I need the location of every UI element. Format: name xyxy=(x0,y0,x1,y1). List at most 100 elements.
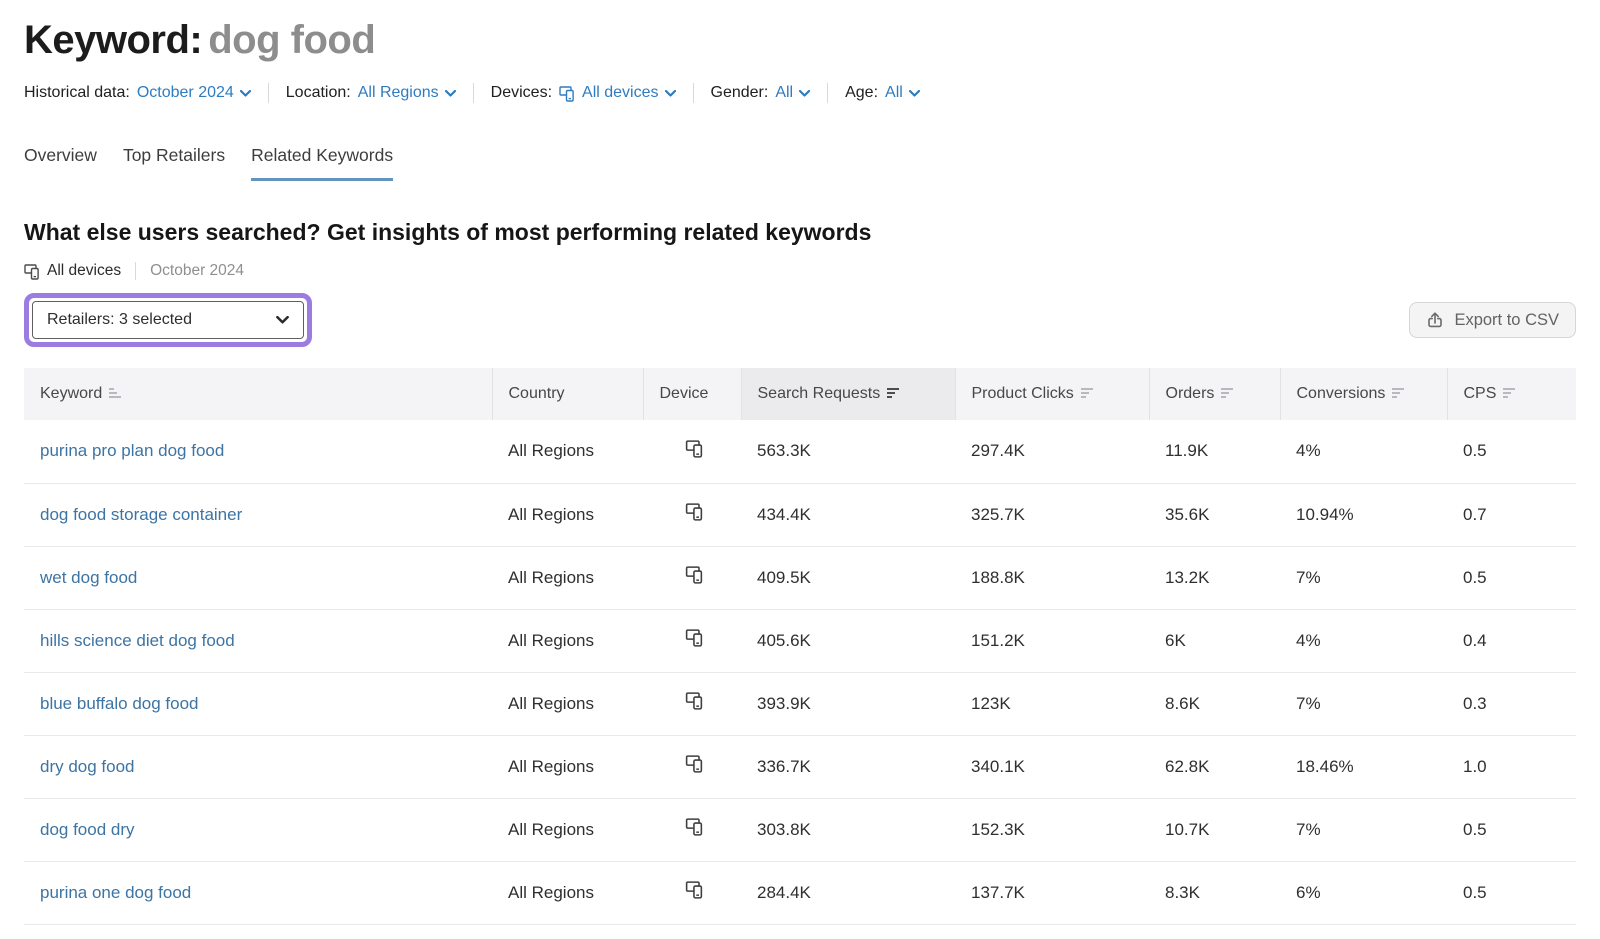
retailers-dropdown[interactable]: Retailers: 3 selected xyxy=(32,301,304,339)
cps-cell: 0.5 xyxy=(1447,546,1576,610)
devices-icon xyxy=(559,86,575,102)
column-header-conversions[interactable]: Conversions xyxy=(1280,368,1448,420)
divider xyxy=(827,83,829,103)
divider xyxy=(692,83,694,103)
device-cell xyxy=(643,546,741,610)
all-devices-icon xyxy=(685,692,704,714)
tab-related-keywords[interactable]: Related Keywords xyxy=(251,145,394,181)
conversions-cell: 7% xyxy=(1280,546,1447,610)
country-cell: All Regions xyxy=(492,672,643,736)
sort-icon xyxy=(1221,386,1234,399)
product-clicks-cell: 340.1K xyxy=(955,735,1149,799)
tab-overview[interactable]: Overview xyxy=(24,145,97,165)
page-title-keyword: dog food xyxy=(208,18,376,62)
device-cell xyxy=(643,798,741,862)
column-header-product-clicks[interactable]: Product Clicks xyxy=(955,368,1150,420)
export-to-csv-button[interactable]: Export to CSV xyxy=(1409,302,1576,338)
filter-devices-label: Devices: xyxy=(490,84,553,101)
all-devices-icon xyxy=(685,755,704,777)
all-devices-icon xyxy=(685,818,704,840)
column-header-keyword[interactable]: Keyword xyxy=(24,368,493,420)
sort-icon xyxy=(1503,386,1516,399)
filter-gender[interactable]: Gender: All xyxy=(711,84,811,102)
country-cell: All Regions xyxy=(492,861,643,925)
tab-bar: Overview Top Retailers Related Keywords xyxy=(24,145,1576,181)
table-row: dog food dry All Regions 303.8K 152.3K 1… xyxy=(24,798,1576,862)
orders-cell: 10.7K xyxy=(1149,798,1280,862)
cps-cell: 1.0 xyxy=(1447,735,1576,799)
filter-gender-label: Gender: xyxy=(710,84,769,101)
device-cell xyxy=(643,420,741,484)
orders-cell: 13.2K xyxy=(1149,546,1280,610)
orders-cell: 8.6K xyxy=(1149,672,1280,736)
conversions-cell: 7% xyxy=(1280,798,1447,862)
country-cell: All Regions xyxy=(492,609,643,673)
keyword-link[interactable]: dog food dry xyxy=(40,819,135,839)
export-icon xyxy=(1428,312,1443,328)
column-header-device: Device xyxy=(643,368,742,420)
orders-cell: 11.9K xyxy=(1149,420,1280,484)
cps-cell: 0.5 xyxy=(1447,861,1576,925)
column-header-country: Country xyxy=(492,368,644,420)
product-clicks-cell: 123K xyxy=(955,672,1149,736)
filter-location-label: Location: xyxy=(285,84,351,101)
chevron-down-icon xyxy=(799,89,811,97)
keyword-link[interactable]: hills science diet dog food xyxy=(40,630,235,650)
chevron-down-icon xyxy=(444,89,456,97)
device-cell xyxy=(643,735,741,799)
cps-cell: 0.3 xyxy=(1447,672,1576,736)
cps-cell: 0.5 xyxy=(1447,798,1576,862)
keyword-link[interactable]: purina one dog food xyxy=(40,882,192,902)
keyword-link[interactable]: wet dog food xyxy=(40,567,138,587)
table-row: wet dog food All Regions 409.5K 188.8K 1… xyxy=(24,546,1576,610)
conversions-cell: 4% xyxy=(1280,609,1447,673)
column-header-search-requests[interactable]: Search Requests xyxy=(741,368,956,420)
filter-historical-data[interactable]: Historical data: October 2024 xyxy=(24,84,251,102)
filter-devices-value: All devices xyxy=(582,84,659,101)
product-clicks-cell: 151.2K xyxy=(955,609,1149,673)
chevron-down-icon xyxy=(908,89,920,97)
country-cell: All Regions xyxy=(492,798,643,862)
product-clicks-cell: 188.8K xyxy=(955,546,1149,610)
keyword-link[interactable]: blue buffalo dog food xyxy=(40,693,199,713)
chevron-down-icon xyxy=(276,316,289,324)
search-requests-cell: 303.8K xyxy=(741,798,955,862)
all-devices-icon xyxy=(685,881,704,903)
page-title: Keyword: dog food xyxy=(24,16,1576,64)
filter-gender-value: All xyxy=(775,84,794,101)
table-row: blue buffalo dog food All Regions 393.9K… xyxy=(24,672,1576,736)
keyword-link[interactable]: purina pro plan dog food xyxy=(40,441,225,461)
purple-highlight-annotation: Retailers: 3 selected xyxy=(24,293,312,347)
column-header-orders[interactable]: Orders xyxy=(1149,368,1281,420)
all-devices-icon xyxy=(685,566,704,588)
devices-icon xyxy=(24,264,40,280)
orders-cell: 62.8K xyxy=(1149,735,1280,799)
keyword-link[interactable]: dry dog food xyxy=(40,756,135,776)
filter-location[interactable]: Location: All Regions xyxy=(286,84,456,102)
orders-cell: 6K xyxy=(1149,609,1280,673)
keyword-link[interactable]: dog food storage container xyxy=(40,504,243,524)
section-meta: All devices October 2024 xyxy=(24,261,1576,281)
device-cell xyxy=(643,609,741,673)
page-title-label: Keyword: xyxy=(24,18,203,62)
country-cell: All Regions xyxy=(492,420,643,484)
filter-age[interactable]: Age: All xyxy=(845,84,920,102)
filter-historical-value: October 2024 xyxy=(136,84,234,101)
cps-cell: 0.4 xyxy=(1447,609,1576,673)
filter-location-value: All Regions xyxy=(357,84,439,101)
country-cell: All Regions xyxy=(492,735,643,799)
orders-cell: 8.3K xyxy=(1149,861,1280,925)
controls-row: Retailers: 3 selected Export to CSV xyxy=(24,293,1576,347)
search-requests-cell: 405.6K xyxy=(741,609,955,673)
country-cell: All Regions xyxy=(492,483,643,547)
tab-top-retailers[interactable]: Top Retailers xyxy=(122,145,226,165)
orders-cell: 35.6K xyxy=(1149,483,1280,547)
device-cell xyxy=(643,861,741,925)
filter-devices[interactable]: Devices: All devices xyxy=(491,84,676,102)
conversions-cell: 4% xyxy=(1280,420,1447,484)
search-requests-cell: 336.7K xyxy=(741,735,955,799)
filter-historical-label: Historical data: xyxy=(24,84,130,101)
table-row: purina one dog food All Regions 284.4K 1… xyxy=(24,861,1576,925)
device-cell xyxy=(643,672,741,736)
column-header-cps[interactable]: CPS xyxy=(1447,368,1576,420)
